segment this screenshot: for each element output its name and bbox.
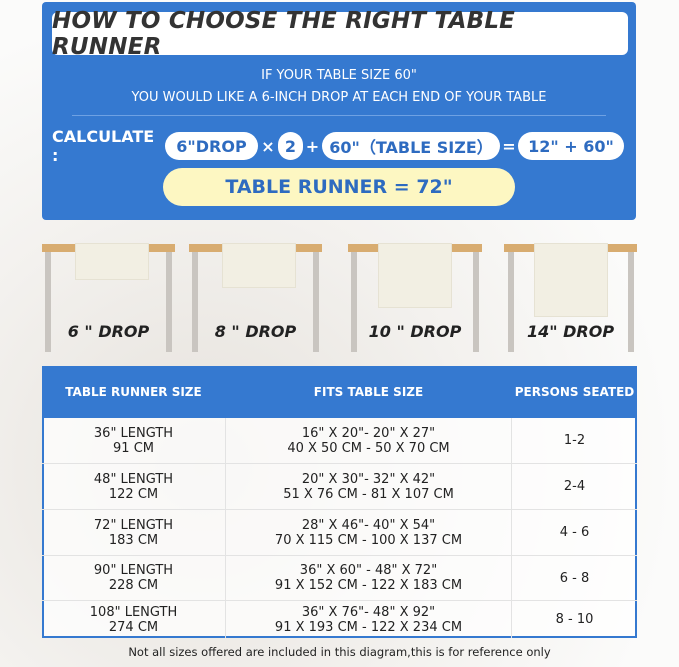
persons-cell: 6 - 8: [559, 570, 590, 586]
drop-label: 6 " DROP: [67, 322, 150, 341]
runner-drop-10: [378, 243, 452, 308]
runner-size-cell: 72" LENGTH 183 CM: [42, 518, 225, 548]
fit-cm: 51 X 76 CM - 81 X 107 CM: [283, 486, 454, 502]
table-row: 72" LENGTH 183 CM 28" X 46"- 40" X 54" 70 …: [42, 509, 637, 555]
result-pill: TABLE RUNNER = 72": [163, 168, 515, 206]
drop-label: 14" DROP: [526, 322, 615, 341]
runner-drop-14: [534, 243, 608, 317]
fit-cm: 91 X 193 CM - 122 X 234 CM: [274, 619, 463, 635]
calculate-label: CALCULATE :: [52, 127, 155, 165]
table-leg: [628, 252, 634, 352]
drop-label: 8 " DROP: [214, 322, 297, 341]
runner-cm: 228 CM: [108, 578, 159, 593]
runner-length: 90" LENGTH: [93, 563, 174, 578]
runner-cm: 183 CM: [108, 532, 159, 548]
header-runner-size: TABLE RUNNER SIZE: [65, 385, 202, 399]
fit-cm: 40 X 50 CM - 50 X 70 CM: [287, 440, 450, 456]
table-row: 36" LENGTH 91 CM 16" X 20"- 20" X 27" 40 X…: [42, 418, 637, 463]
runner-size-cell: 48" LENGTH 122 CM: [42, 472, 225, 502]
fits-table-cell: 20" X 30"- 32" X 42" 51 X 76 CM - 81 X 10…: [225, 464, 512, 509]
table-row: 108" LENGTH 274 CM 36" X 76"- 48" X 92" 91…: [42, 600, 637, 638]
runner-cm: 91 CM: [113, 440, 154, 456]
table-header: TABLE RUNNER SIZE FITS TABLE SIZE PERSON…: [42, 366, 637, 418]
table-leg: [473, 252, 479, 352]
persons-cell: 1-2: [563, 433, 586, 448]
factor-pill: 2: [278, 132, 303, 160]
runner-size-cell: 108" LENGTH 274 CM: [42, 605, 225, 635]
plus-sign: +: [305, 136, 320, 156]
table-leg: [508, 252, 514, 352]
runner-length: 108" LENGTH: [89, 604, 178, 620]
fits-table-cell: 36" X 76"- 48" X 92" 91 X 193 CM - 122 X …: [225, 601, 512, 638]
runner-cm: 122 CM: [108, 486, 159, 502]
header-fits-table: FITS TABLE SIZE: [313, 385, 424, 399]
runner-length: 72" LENGTH: [93, 517, 174, 533]
intro-line-2: YOU WOULD LIKE A 6-INCH DROP AT EACH END…: [131, 90, 547, 105]
table-leg: [351, 252, 357, 352]
calculation-panel: HOW TO CHOOSE THE RIGHT TABLE RUNNER IF …: [42, 2, 636, 220]
persons-cell: 8 - 10: [555, 612, 594, 627]
fits-table-cell: 28" X 46"- 40" X 54" 70 X 115 CM - 100 X …: [225, 510, 512, 555]
fit-cm: 91 X 152 CM - 122 X 183 CM: [274, 578, 463, 593]
fits-table-cell: 16" X 20"- 20" X 27" 40 X 50 CM - 50 X 70…: [225, 418, 512, 463]
drop-label: 10 " DROP: [368, 322, 462, 341]
intro-line-1: IF YOUR TABLE SIZE 60": [261, 68, 417, 83]
drop-pill: 6"DROP: [165, 132, 258, 160]
fit-cm: 70 X 115 CM - 100 X 137 CM: [274, 532, 463, 548]
sum-pill: 12" + 60": [518, 132, 624, 160]
persons-cell: 4 - 6: [559, 525, 590, 540]
equals-sign: =: [502, 136, 516, 156]
runner-drop-6: [75, 243, 149, 280]
page-title: HOW TO CHOOSE THE RIGHT TABLE RUNNER: [52, 8, 628, 60]
table-leg: [313, 252, 319, 352]
header-persons: PERSONS SEATED: [514, 385, 635, 399]
table-size-pill: 60"（TABLE SIZE）: [322, 132, 500, 160]
runner-length: 48" LENGTH: [93, 471, 174, 487]
table-leg: [45, 252, 51, 352]
fit-inches: 28" X 46"- 40" X 54": [301, 517, 436, 533]
runner-size-cell: 90" LENGTH 228 CM: [42, 563, 225, 593]
fit-inches: 16" X 20"- 20" X 27": [301, 425, 436, 441]
table-leg: [166, 252, 172, 352]
fit-inches: 36" X 76"- 48" X 92": [301, 604, 436, 620]
table-leg: [192, 252, 198, 352]
runner-size-cell: 36" LENGTH 91 CM: [42, 426, 225, 456]
runner-length: 36" LENGTH: [93, 425, 174, 441]
runner-drop-8: [222, 243, 296, 288]
table-row: 90" LENGTH 228 CM 36" X 60" - 48" X 72" 91…: [42, 555, 637, 600]
fit-inches: 20" X 30"- 32" X 42": [301, 471, 436, 487]
divider: [72, 115, 606, 116]
table-row: 48" LENGTH 122 CM 20" X 30"- 32" X 42" 51 …: [42, 463, 637, 509]
fits-table-cell: 36" X 60" - 48" X 72" 91 X 152 CM - 122 X…: [225, 556, 512, 600]
footnote: Not all sizes offered are included in th…: [128, 645, 551, 659]
persons-cell: 2-4: [563, 479, 586, 494]
runner-cm: 274 CM: [108, 619, 159, 635]
fit-inches: 36" X 60" - 48" X 72": [299, 563, 438, 578]
times-sign: ×: [261, 136, 275, 156]
